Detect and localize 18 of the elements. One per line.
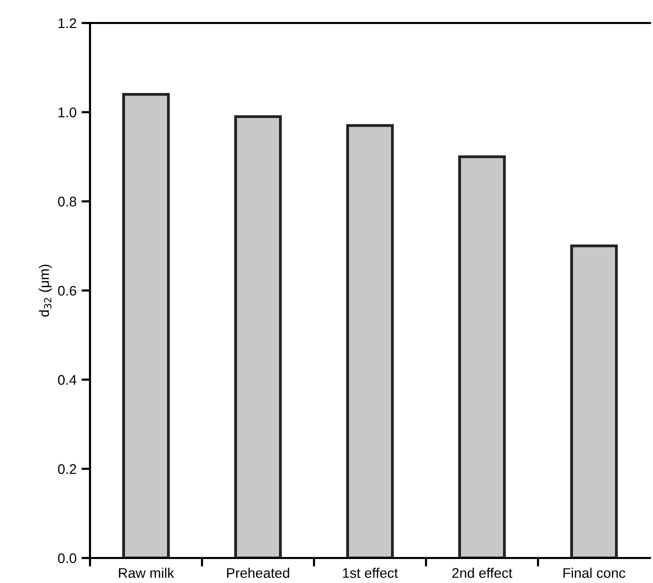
x-tick-label: Preheated — [227, 568, 290, 578]
y-tick-label: 0.6 — [58, 286, 76, 296]
x-tick-label: 1st effect — [343, 568, 398, 578]
y-tick-label: 1.0 — [58, 108, 76, 118]
y-axis-title: d$_{32}$ (μm) — [38, 264, 52, 317]
x-tick-label: Final conc — [563, 568, 626, 578]
y-tick-label: 0.8 — [58, 196, 76, 207]
bar — [458, 155, 506, 558]
bar — [570, 244, 618, 558]
y-tick-label: 0.0 — [58, 553, 76, 564]
bar — [346, 124, 394, 558]
bar — [234, 115, 282, 558]
bar — [122, 92, 170, 558]
y-tick-label: 0.4 — [58, 375, 76, 385]
x-tick-label: 2nd effect — [452, 568, 512, 578]
x-tick-label: Raw milk — [118, 568, 174, 578]
y-tick-label: 0.2 — [58, 464, 76, 474]
y-tick-label: 1.2 — [58, 18, 76, 28]
